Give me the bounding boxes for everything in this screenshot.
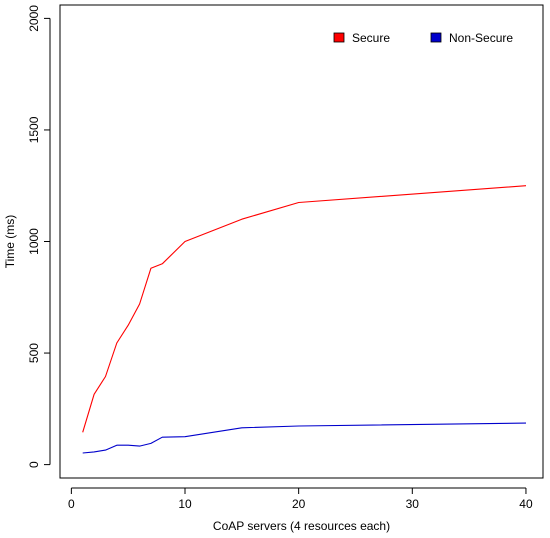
legend: Secure Non-Secure [333,31,513,45]
data-point-non-secure [525,423,526,424]
data-point-non-secure [94,451,95,452]
data-point-secure [162,263,163,264]
x-tick-label: 30 [406,497,420,511]
x-tick-label: 0 [68,497,75,511]
legend-label-secure: Secure [352,31,390,45]
y-tick-label: 1000 [27,228,41,255]
x-tick-label: 40 [519,497,533,511]
data-point-non-secure [128,445,129,446]
y-tick-label: 0 [27,461,41,468]
x-axis: 0 10 20 30 40 [68,487,533,511]
legend-swatch-secure [333,32,345,43]
plot-frame [59,4,544,479]
data-point-secure [241,219,242,220]
series-line-non-secure [82,422,527,454]
y-tick-label: 500 [27,343,41,363]
data-point-non-secure [139,446,140,447]
data-point-non-secure [162,437,163,438]
legend-swatch-non-secure [430,32,442,43]
data-point-non-secure [184,436,185,437]
data-point-non-secure [82,452,83,453]
y-axis: 0 500 1000 1500 2000 [27,5,51,468]
x-tick-label: 20 [292,497,306,511]
y-tick-label: 2000 [27,5,41,32]
data-point-non-secure [116,445,117,446]
series-line-secure [82,185,527,433]
data-point-secure [105,376,106,377]
x-axis-title: CoAP servers (4 resources each) [213,519,390,533]
data-point-secure [184,241,185,242]
plot-box [59,4,544,479]
data-point-non-secure [150,443,151,444]
data-point-non-secure [105,450,106,451]
data-point-non-secure [241,427,242,428]
data-point-secure [525,185,526,186]
y-tick-label: 1500 [27,116,41,143]
data-point-secure [82,432,83,433]
data-point-secure [298,202,299,203]
y-axis-title: Time (ms) [3,215,17,269]
data-point-non-secure [298,425,299,426]
data-point-secure [116,342,117,343]
data-point-secure [150,268,151,269]
series-layer [82,185,527,454]
legend-label-non-secure: Non-Secure [449,31,513,45]
data-point-secure [139,303,140,304]
x-tick-label: 10 [178,497,192,511]
data-point-secure [128,325,129,326]
data-point-secure [94,394,95,395]
